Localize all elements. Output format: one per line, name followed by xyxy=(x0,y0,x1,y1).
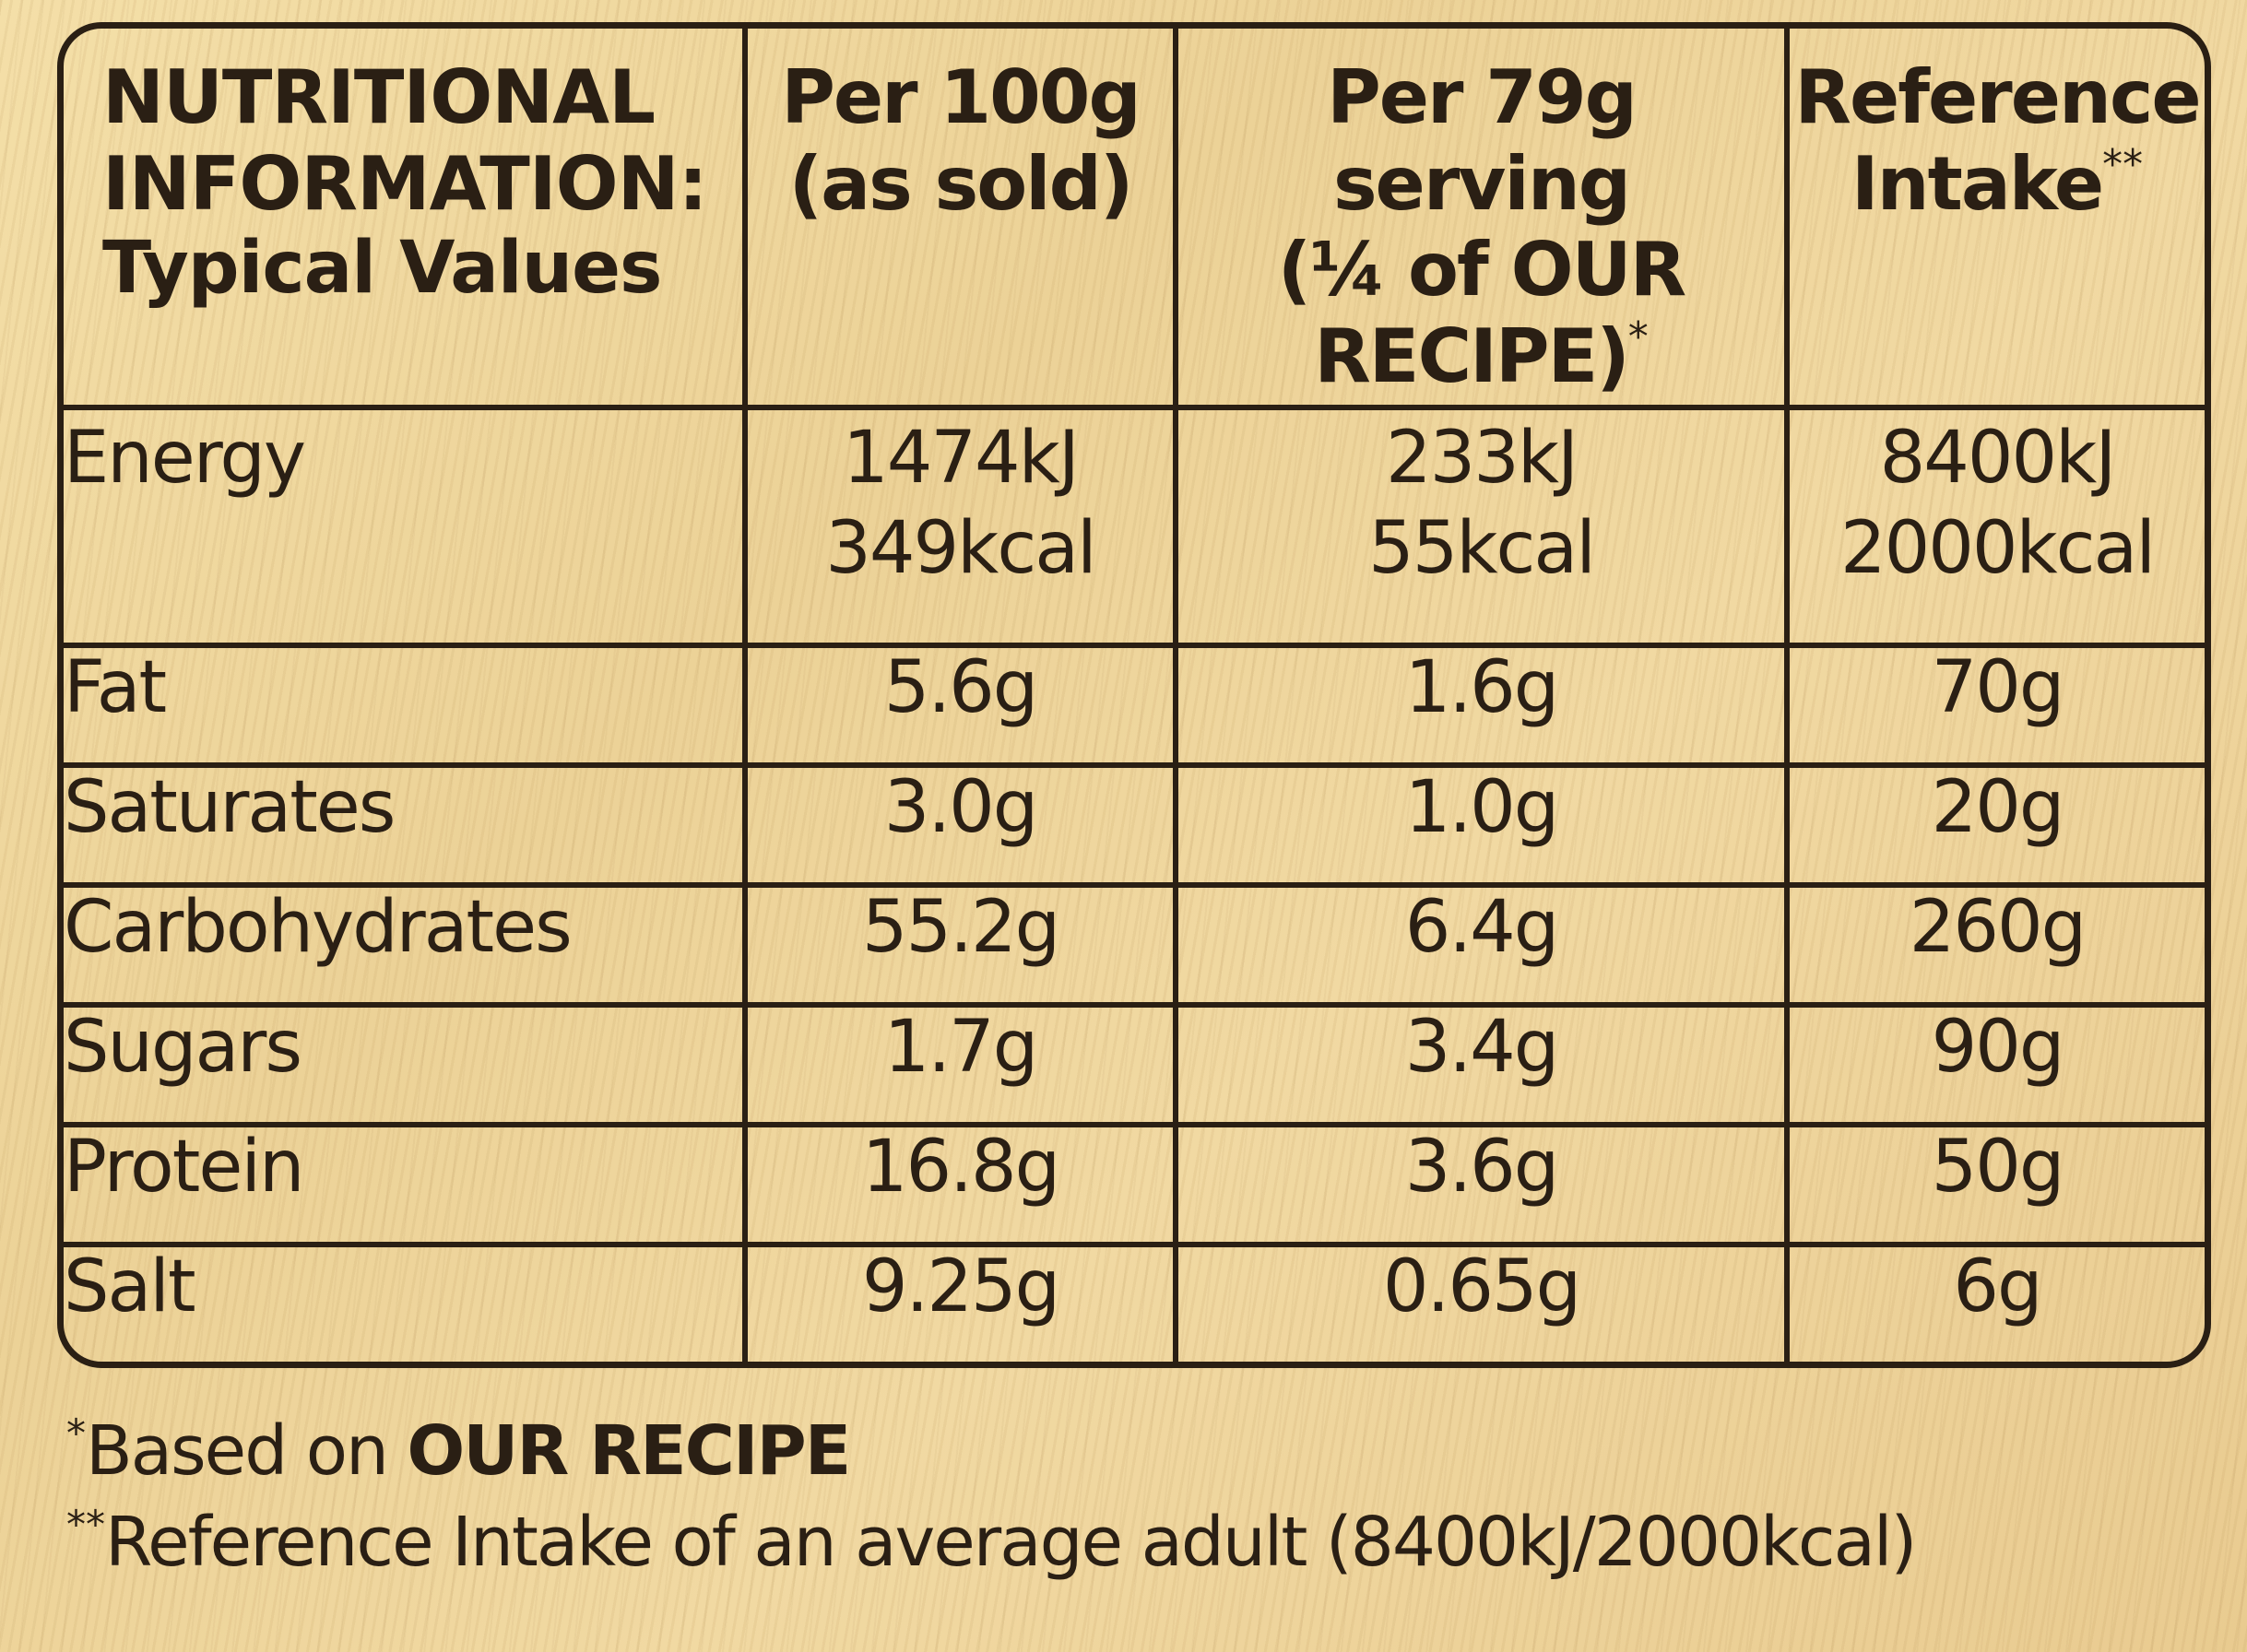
header-reference-intake-cell: Reference Intake** xyxy=(1790,29,2205,410)
serving-value: 3.4g xyxy=(1178,1007,1790,1127)
header-serving-line2: (¼ of OUR xyxy=(1277,227,1686,313)
footnote-ri-text: Reference Intake of an average adult (84… xyxy=(105,1502,1917,1582)
nutrient-label: Sugars xyxy=(64,1007,748,1127)
header-serving-line1: Per 79g serving xyxy=(1327,54,1638,227)
header-title-line2: INFORMATION: xyxy=(102,140,708,227)
table-row-energy: Energy 1474kJ 349kcal 233kJ 55kcal 8400k… xyxy=(64,410,2205,648)
table-row: Sugars 1.7g 3.4g 90g xyxy=(64,1007,2205,1127)
header-per-serving-cell: Per 79g serving (¼ of OUR RECIPE)* xyxy=(1178,29,1790,410)
header-ri-footnote-mark: ** xyxy=(2102,140,2144,188)
energy-per100g-cell: 1474kJ 349kcal xyxy=(748,410,1178,648)
per100g-value: 16.8g xyxy=(748,1127,1178,1247)
energy-serving-kcal: 55kcal xyxy=(1368,506,1596,590)
per100g-value: 3.0g xyxy=(748,767,1178,888)
footnote-recipe-bold: OUR RECIPE xyxy=(407,1411,851,1491)
table-row: Carbohydrates 55.2g 6.4g 260g xyxy=(64,887,2205,1008)
reference-intake-value: 50g xyxy=(1790,1127,2205,1247)
serving-value: 1.6g xyxy=(1178,647,1790,768)
energy-per100g-kcal: 349kcal xyxy=(825,506,1096,590)
table-row: Saturates 3.0g 1.0g 20g xyxy=(64,767,2205,888)
serving-value: 1.0g xyxy=(1178,767,1790,888)
table-row: Fat 5.6g 1.6g 70g xyxy=(64,647,2205,768)
nutrient-label: Salt xyxy=(64,1246,748,1362)
header-title-cell: NUTRITIONAL INFORMATION: Typical Values xyxy=(64,29,748,410)
header-ri-line2-wrap: Intake** xyxy=(1790,141,2205,228)
per100g-value: 5.6g xyxy=(748,647,1178,768)
nutrient-label: Protein xyxy=(64,1127,748,1247)
per100g-value: 55.2g xyxy=(748,887,1178,1008)
footnote-reference-intake: **Reference Intake of an average adult (… xyxy=(66,1501,1917,1584)
header-serving-footnote-mark: * xyxy=(1627,313,1649,360)
header-serving-line3: RECIPE) xyxy=(1314,313,1630,399)
energy-serving-cell: 233kJ 55kcal xyxy=(1178,410,1790,648)
per100g-value: 1.7g xyxy=(748,1007,1178,1127)
energy-ri-kj: 8400kJ xyxy=(1879,417,2117,500)
header-per100g-cell: Per 100g (as sold) xyxy=(748,29,1178,410)
energy-per100g-kj: 1474kJ xyxy=(843,417,1080,500)
header-per100g-line2: (as sold) xyxy=(788,140,1134,227)
footnote-recipe: *Based on OUR RECIPE xyxy=(66,1410,1915,1493)
footnote-ri-mark: ** xyxy=(66,1501,105,1547)
energy-serving-kj: 233kJ xyxy=(1385,417,1579,500)
table-row: Salt 9.25g 0.65g 6g xyxy=(64,1245,2205,1362)
footnotes: *Based on OUR RECIPE **Reference Intake … xyxy=(66,1410,1917,1593)
table-row: Protein 16.8g 3.6g 50g xyxy=(64,1127,2205,1247)
nutrient-label: Fat xyxy=(64,647,748,768)
footnote-recipe-mark: * xyxy=(66,1410,86,1456)
header-ri-line2: Intake xyxy=(1851,140,2104,227)
header-title-line1: NUTRITIONAL xyxy=(102,54,656,140)
nutrient-label: Saturates xyxy=(64,767,748,888)
energy-ri-cell: 8400kJ 2000kcal xyxy=(1790,410,2205,648)
header-subtitle: Typical Values xyxy=(102,227,662,311)
reference-intake-value: 260g xyxy=(1790,887,2205,1008)
header-per100g-line1: Per 100g xyxy=(781,54,1141,140)
footnote-recipe-text: Based on xyxy=(86,1411,408,1491)
header-ri-line1: Reference xyxy=(1794,54,2201,140)
per100g-value: 9.25g xyxy=(748,1246,1178,1362)
reference-intake-value: 70g xyxy=(1790,647,2205,768)
serving-value: 6.4g xyxy=(1178,887,1790,1008)
nutrition-table: NUTRITIONAL INFORMATION: Typical Values … xyxy=(57,22,2211,1368)
energy-label: Energy xyxy=(64,410,748,648)
table-header-row: NUTRITIONAL INFORMATION: Typical Values … xyxy=(64,29,2205,410)
reference-intake-value: 90g xyxy=(1790,1007,2205,1127)
reference-intake-value: 20g xyxy=(1790,767,2205,888)
serving-value: 3.6g xyxy=(1178,1127,1790,1247)
energy-ri-kcal: 2000kcal xyxy=(1839,506,2156,590)
nutrient-label: Carbohydrates xyxy=(64,887,748,1008)
reference-intake-value: 6g xyxy=(1953,1245,2042,1328)
header-serving-line3-wrap: RECIPE)* xyxy=(1178,313,1784,400)
serving-value: 0.65g xyxy=(1178,1246,1790,1362)
